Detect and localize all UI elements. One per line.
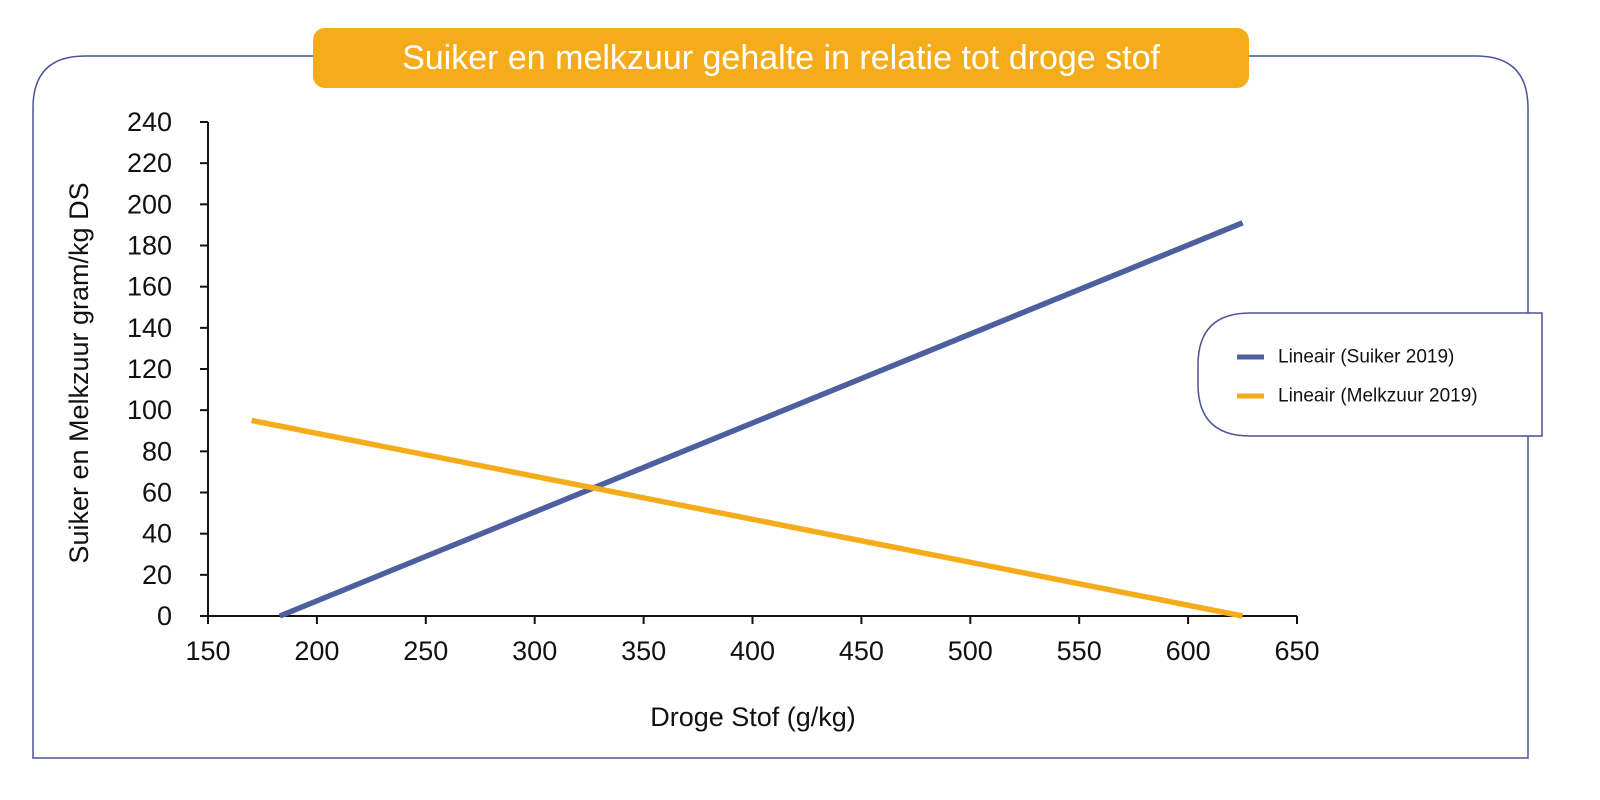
- x-tick-label: 600: [1166, 636, 1211, 666]
- x-tick-label: 150: [185, 636, 230, 666]
- chart-frame: [32, 55, 1529, 759]
- y-tick-label: 120: [127, 354, 172, 384]
- y-tick-label: 220: [127, 148, 172, 178]
- y-tick-label: 80: [142, 436, 172, 466]
- chart-title: Suiker en melkzuur gehalte in relatie to…: [402, 39, 1160, 77]
- chart-title-banner: [313, 28, 1249, 88]
- x-tick-label: 300: [512, 636, 557, 666]
- x-tick-label: 250: [403, 636, 448, 666]
- y-tick-label: 160: [127, 272, 172, 302]
- series-line-suiker: [278, 220, 1244, 619]
- y-axis-ticks: 0 20 40 60 80 100 120 140 160 180 200 220 240: [127, 107, 208, 631]
- y-tick-label: 60: [142, 478, 172, 508]
- y-tick-label: 140: [127, 313, 172, 343]
- y-tick-label: 20: [142, 560, 172, 590]
- y-tick-label: 200: [127, 189, 172, 219]
- x-axis-title: Droge Stof (g/kg): [650, 702, 856, 732]
- y-tick-label: 240: [127, 107, 172, 137]
- x-tick-label: 550: [1057, 636, 1102, 666]
- series-lines: [251, 220, 1244, 619]
- x-tick-label: 500: [948, 636, 993, 666]
- series-line-melkzuur: [251, 417, 1244, 619]
- y-tick-label: 40: [142, 519, 172, 549]
- x-tick-label: 400: [730, 636, 775, 666]
- x-tick-label: 450: [839, 636, 884, 666]
- legend: [1197, 312, 1543, 437]
- x-tick-label: 650: [1274, 636, 1319, 666]
- legend-items: Lineair (Suiker 2019) Lineair (Melkzuur 2…: [1237, 347, 1478, 407]
- y-tick-label: 100: [127, 395, 172, 425]
- legend-label: Lineair (Melkzuur 2019): [1278, 386, 1478, 407]
- x-tick-label: 200: [294, 636, 339, 666]
- y-tick-label: 0: [157, 601, 172, 631]
- x-axis-ticks: 150 200 250 300 350 400 450 500 550 600 650: [185, 616, 1320, 666]
- x-tick-label: 350: [621, 636, 666, 666]
- y-axis-title: Suiker en Melkzuur gram/kg DS: [64, 182, 94, 563]
- y-tick-label: 180: [127, 231, 172, 261]
- legend-label: Lineair (Suiker 2019): [1278, 347, 1454, 368]
